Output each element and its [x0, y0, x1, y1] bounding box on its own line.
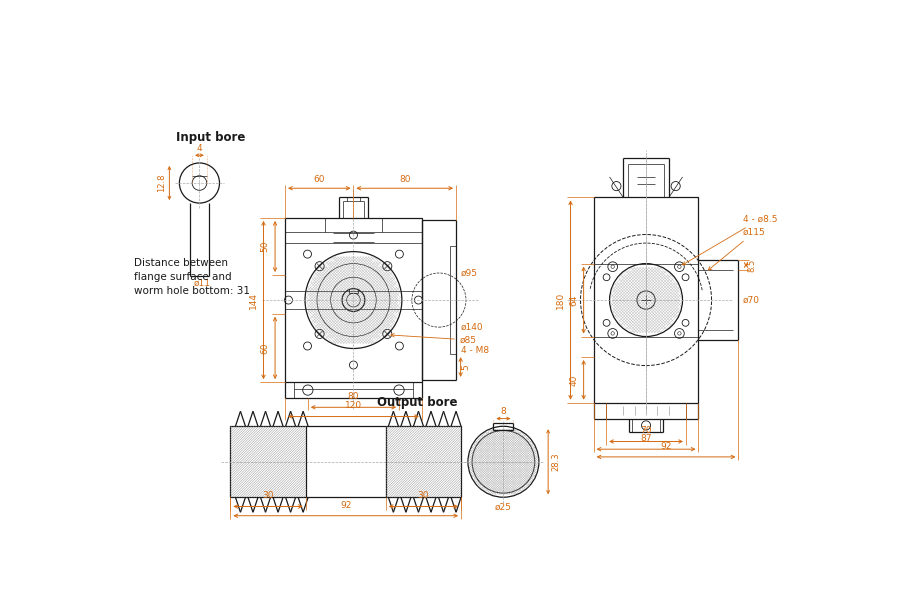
Text: ø85: ø85	[391, 333, 477, 344]
Text: 12.8: 12.8	[158, 174, 166, 192]
Text: 28.3: 28.3	[551, 453, 560, 471]
Text: 120: 120	[345, 402, 362, 410]
Text: Output bore: Output bore	[376, 397, 457, 410]
Bar	[230, 426, 461, 497]
Text: 80: 80	[347, 392, 359, 401]
Text: 30: 30	[418, 491, 429, 500]
Text: Input bore: Input bore	[176, 131, 245, 144]
Text: 8: 8	[500, 407, 507, 416]
Text: ø25: ø25	[495, 503, 512, 511]
Text: 87: 87	[640, 434, 652, 443]
Text: 5: 5	[461, 364, 470, 370]
Text: ø115: ø115	[708, 228, 766, 270]
Bar	[285, 218, 422, 382]
Text: 92: 92	[661, 441, 671, 451]
Text: 180: 180	[556, 292, 565, 309]
Text: 92: 92	[340, 500, 351, 510]
Text: 60: 60	[313, 175, 325, 184]
Text: 8.5: 8.5	[748, 258, 757, 271]
Text: ø95: ø95	[461, 268, 478, 278]
Text: ø70: ø70	[743, 295, 760, 305]
Text: 144: 144	[249, 292, 258, 309]
Text: 40: 40	[569, 374, 578, 386]
Text: 60: 60	[261, 342, 270, 354]
Text: 4: 4	[196, 144, 202, 152]
Text: ø140: ø140	[461, 322, 483, 332]
Text: 4 - M8: 4 - M8	[462, 346, 490, 355]
Text: 64: 64	[569, 294, 578, 306]
Text: 30: 30	[262, 491, 274, 500]
Text: ø11: ø11	[194, 279, 211, 288]
Text: Distance between
flange surface and
worm hole bottom: 31: Distance between flange surface and worm…	[134, 258, 250, 296]
Text: 70: 70	[640, 426, 652, 435]
Bar	[594, 198, 698, 403]
Text: 4 - ø8.5: 4 - ø8.5	[682, 215, 778, 265]
Text: 50: 50	[261, 241, 270, 252]
Text: 80: 80	[399, 175, 410, 184]
